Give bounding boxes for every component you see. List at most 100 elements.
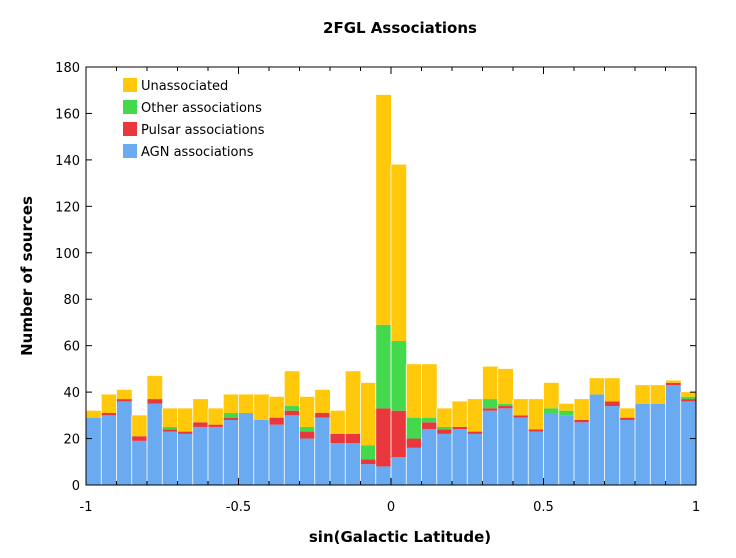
bar-agn-associations-26 (482, 410, 498, 485)
bar-pulsar-associations-25 (467, 431, 483, 434)
bar-other-associations-19 (375, 324, 391, 409)
bar-agn-associations-21 (406, 447, 422, 485)
bar-agn-associations-23 (436, 433, 452, 485)
bar-unassociated-16 (330, 410, 346, 434)
bar-agn-associations-9 (223, 419, 239, 485)
bar-unassociated-22 (421, 364, 437, 418)
legend-swatch-pulsar-associations (123, 122, 137, 136)
bar-unassociated-29 (528, 399, 544, 430)
bar-pulsar-associations-12 (269, 417, 285, 425)
bars-group (85, 94, 696, 485)
bar-unassociated-24 (452, 401, 468, 427)
bar-pulsar-associations-19 (375, 408, 391, 467)
bar-agn-associations-14 (299, 438, 315, 485)
bar-agn-associations-20 (391, 457, 407, 485)
y-axis-label: Number of sources (18, 196, 36, 356)
ticks-group: 0 20 40 60 80 100 120 140 160 180 -1 -0.5 0 0.5 1 (55, 61, 700, 515)
bar-other-associations-21 (406, 417, 422, 439)
bar-agn-associations-2 (116, 401, 132, 485)
legend: Unassociated Other associations Pulsar ass… (123, 78, 265, 160)
bar-other-associations-5 (162, 426, 178, 430)
bar-pulsar-associations-9 (223, 417, 239, 420)
legend-label-agn-associations: AGN associations (141, 145, 254, 160)
bar-agn-associations-3 (131, 440, 147, 485)
bar-agn-associations-7 (192, 426, 208, 485)
bar-agn-associations-25 (467, 433, 483, 485)
bar-agn-associations-34 (604, 406, 620, 485)
bar-other-associations-31 (558, 410, 574, 416)
legend-label-unassociated: Unassociated (141, 79, 228, 94)
bar-unassociated-14 (299, 396, 315, 427)
bar-pulsar-associations-26 (482, 408, 498, 411)
bar-agn-associations-35 (619, 419, 635, 485)
bar-agn-associations-5 (162, 431, 178, 485)
bar-pulsar-associations-17 (345, 433, 361, 444)
bar-unassociated-2 (116, 389, 132, 400)
bar-unassociated-19 (375, 94, 391, 325)
bar-unassociated-21 (406, 364, 422, 418)
bar-unassociated-18 (360, 382, 376, 446)
bar-unassociated-38 (665, 380, 681, 383)
y-tick-label-9: 180 (55, 61, 80, 76)
bar-unassociated-9 (223, 394, 239, 414)
bar-pulsar-associations-8 (208, 424, 224, 427)
bar-pulsar-associations-20 (391, 410, 407, 458)
bar-agn-associations-11 (253, 419, 269, 485)
bar-unassociated-0 (86, 410, 102, 418)
bar-agn-associations-29 (528, 431, 544, 485)
bar-unassociated-15 (314, 389, 330, 414)
bar-unassociated-26 (482, 366, 498, 400)
plot-frame (85, 66, 697, 486)
bar-pulsar-associations-1 (101, 413, 117, 416)
bar-other-associations-20 (391, 341, 407, 411)
bar-unassociated-3 (131, 415, 147, 437)
bar-pulsar-associations-3 (131, 436, 147, 441)
bar-other-associations-18 (360, 445, 376, 460)
x-tick-label-3: 0.5 (533, 500, 554, 515)
bar-agn-associations-1 (101, 415, 117, 485)
bar-other-associations-30 (543, 408, 559, 414)
bar-agn-associations-0 (86, 417, 102, 485)
bar-agn-associations-39 (680, 401, 696, 485)
bar-unassociated-35 (619, 408, 635, 418)
bar-unassociated-5 (162, 408, 178, 427)
bar-agn-associations-4 (147, 403, 163, 485)
bar-agn-associations-19 (375, 466, 391, 485)
bar-unassociated-1 (101, 394, 117, 414)
bar-other-associations-22 (421, 417, 437, 423)
bar-agn-associations-38 (665, 385, 681, 485)
x-axis-label: sin(Galactic Latitude) (309, 528, 491, 546)
bar-agn-associations-31 (558, 415, 574, 485)
bar-unassociated-25 (467, 399, 483, 432)
x-tick-label-1: -0.5 (226, 500, 251, 515)
bar-pulsar-associations-16 (330, 433, 346, 444)
legend-swatch-agn-associations (123, 144, 137, 158)
legend-label-pulsar-associations: Pulsar associations (141, 123, 265, 138)
y-tick-label-7: 140 (55, 154, 80, 169)
bar-pulsar-associations-4 (147, 399, 163, 404)
bar-pulsar-associations-7 (192, 422, 208, 427)
bar-other-associations-27 (497, 403, 513, 407)
x-tick-label-2: 0 (387, 500, 395, 515)
bar-unassociated-31 (558, 403, 574, 411)
bar-unassociated-23 (436, 408, 452, 427)
bar-unassociated-36 (635, 385, 651, 404)
bar-pulsar-associations-38 (665, 382, 681, 386)
bar-agn-associations-22 (421, 429, 437, 485)
bar-unassociated-10 (238, 394, 254, 414)
bar-agn-associations-32 (574, 422, 590, 485)
bar-pulsar-associations-34 (604, 401, 620, 407)
chart-title: 2FGL Associations (323, 19, 477, 37)
bar-agn-associations-28 (513, 417, 529, 485)
bar-other-associations-9 (223, 413, 239, 418)
y-tick-label-0: 0 (72, 479, 80, 494)
bar-other-associations-14 (299, 426, 315, 432)
bar-unassociated-4 (147, 375, 163, 400)
bar-agn-associations-13 (284, 415, 300, 485)
bar-agn-associations-30 (543, 413, 559, 485)
bar-unassociated-6 (177, 408, 193, 432)
y-tick-label-2: 40 (63, 386, 80, 401)
bar-pulsar-associations-29 (528, 429, 544, 432)
bar-unassociated-7 (192, 399, 208, 423)
